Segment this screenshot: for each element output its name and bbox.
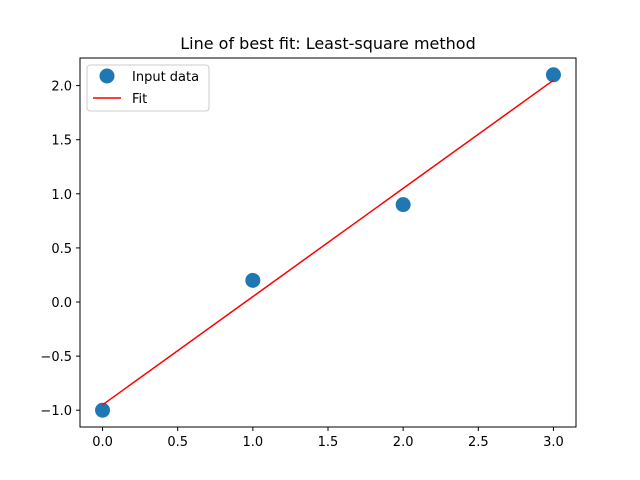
legend-label: Fit [132,92,147,107]
data-point [245,272,261,288]
legend-box [86,64,210,112]
legend: Input data Fit [86,64,210,112]
x-tick-label: 2.5 [468,435,489,450]
data-point [95,402,111,418]
y-tick-label: −1.0 [40,404,72,419]
data-point [395,197,411,213]
y-tick-label: 2.0 [51,80,72,95]
chart-title: Line of best fit: Least-square method [180,34,476,53]
y-tick-label: 1.5 [51,134,72,149]
x-tick-label: 2.0 [393,435,414,450]
fit-line [102,79,554,406]
x-tick-label: 3.0 [543,435,564,450]
y-tick-label: 0.5 [51,242,72,257]
x-tick-label: 1.5 [318,435,339,450]
axes: 0.0 0.5 1.0 1.5 2.0 2.5 3.0 −1.0 −0.5 0.0 0.5 1.0 1.… [40,57,577,450]
legend-point-marker [99,68,115,84]
y-tick-label: 1.0 [51,188,72,203]
y-tick-label: −0.5 [40,350,72,365]
x-tick-label: 0.5 [167,435,188,450]
x-tick-label: 0.0 [92,435,113,450]
legend-label: Input data [132,70,199,85]
plot-area [95,67,561,418]
data-point [545,67,561,83]
y-tick-label: 0.0 [51,296,72,311]
x-tick-label: 1.0 [243,435,264,450]
